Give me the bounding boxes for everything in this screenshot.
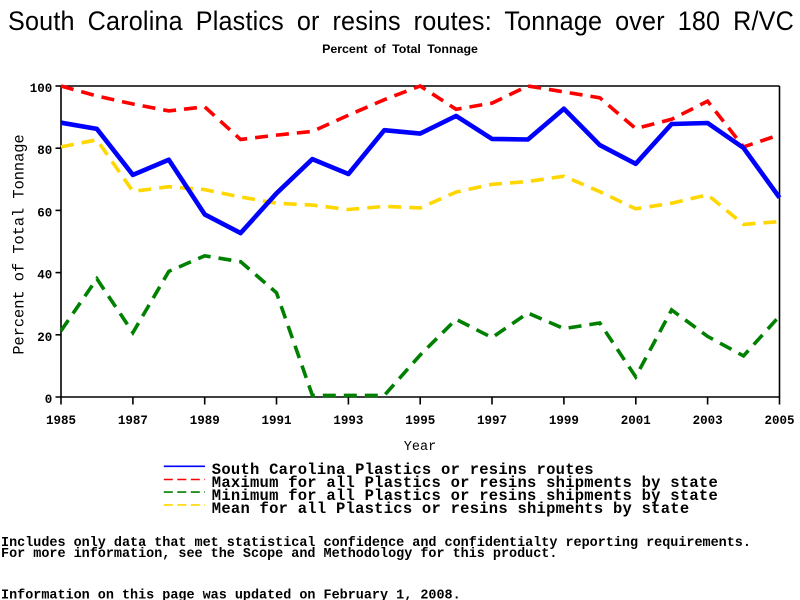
svg-text:1997: 1997 bbox=[477, 414, 507, 428]
svg-text:Year: Year bbox=[404, 440, 436, 455]
svg-text:60: 60 bbox=[37, 206, 52, 220]
svg-text:Minimum for all Plastics or re: Minimum for all Plastics or resins shipm… bbox=[212, 487, 718, 505]
svg-text:Mean for all Plastics or resin: Mean for all Plastics or resins shipment… bbox=[212, 500, 690, 518]
svg-text:2003: 2003 bbox=[693, 414, 723, 428]
svg-text:For more information, see the: For more information, see the Scope and … bbox=[1, 547, 557, 562]
svg-text:2001: 2001 bbox=[621, 414, 651, 428]
svg-text:1993: 1993 bbox=[333, 414, 363, 428]
svg-text:40: 40 bbox=[37, 269, 52, 283]
svg-text:1987: 1987 bbox=[118, 414, 148, 428]
svg-text:South Carolina Plastics or res: South Carolina Plastics or resins routes bbox=[212, 461, 594, 479]
svg-text:Maximum for all Plastics or re: Maximum for all Plastics or resins shipm… bbox=[212, 474, 718, 492]
svg-text:20: 20 bbox=[37, 331, 52, 345]
svg-text:1989: 1989 bbox=[190, 414, 220, 428]
svg-text:80: 80 bbox=[37, 144, 52, 158]
svg-text:1995: 1995 bbox=[405, 414, 435, 428]
svg-text:0: 0 bbox=[45, 393, 53, 407]
svg-text:Information on this page was u: Information on this page was updated on … bbox=[1, 589, 461, 600]
svg-text:1999: 1999 bbox=[549, 414, 579, 428]
svg-text:2005: 2005 bbox=[764, 414, 794, 428]
svg-text:1985: 1985 bbox=[46, 414, 76, 428]
svg-text:100: 100 bbox=[30, 82, 53, 96]
svg-text:Percent of Total Tonnage: Percent of Total Tonnage bbox=[11, 134, 29, 354]
svg-text:Includes only data that met st: Includes only data that met statistical … bbox=[1, 536, 751, 551]
svg-text:1991: 1991 bbox=[261, 414, 291, 428]
